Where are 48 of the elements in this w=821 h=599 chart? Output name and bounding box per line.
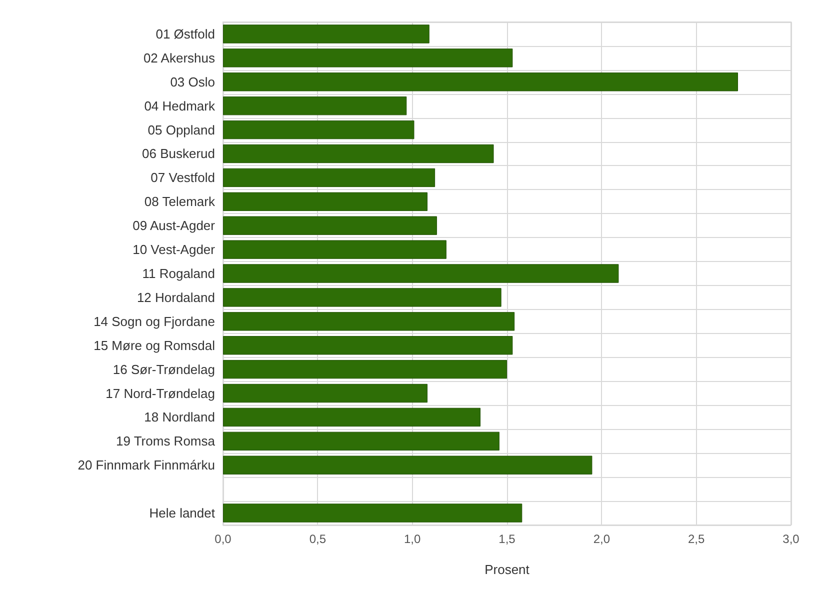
bar <box>223 360 507 379</box>
y-tick-label: 06 Buskerud <box>142 146 215 162</box>
y-tick-label: 18 Nordland <box>144 410 215 425</box>
x-tick-label: 0,5 <box>309 532 326 546</box>
bar <box>223 408 480 427</box>
y-tick-label: 12 Hordaland <box>136 290 215 305</box>
y-tick-label: 07 Vestfold <box>150 170 215 186</box>
y-tick-label: 01 Østfold <box>156 26 215 42</box>
y-tick-label: 09 Aust-Agder <box>132 218 216 234</box>
y-tick-label: 08 Telemark <box>144 194 216 210</box>
bar <box>223 312 515 331</box>
bar <box>223 288 502 307</box>
bar <box>223 96 407 116</box>
y-tick-label: 02 Akershus <box>143 50 216 66</box>
y-tick-label: 05 Oppland <box>148 122 215 138</box>
bar <box>223 240 446 259</box>
x-tick-label: 1,0 <box>404 532 421 546</box>
bar <box>223 432 500 451</box>
y-tick-label: 10 Vest-Agder <box>132 242 216 258</box>
bar <box>223 216 437 235</box>
bar <box>223 384 428 403</box>
y-tick-label: 15 Møre og Romsdal <box>94 338 216 353</box>
y-tick-label: 04 Hedmark <box>144 98 216 114</box>
bar <box>223 264 619 283</box>
y-tick-label: 16 Sør-Trøndelag <box>112 362 215 377</box>
y-tick-label: 03 Oslo <box>170 74 215 90</box>
x-tick-label: 0,0 <box>214 532 232 546</box>
bar <box>223 192 428 211</box>
bar <box>223 24 430 44</box>
x-tick-label: 3,0 <box>782 532 800 546</box>
x-tick-label: 2,0 <box>593 532 610 546</box>
bar <box>223 336 513 355</box>
bar <box>223 168 436 188</box>
y-tick-label: 19 Troms Romsa <box>116 434 216 449</box>
x-tick-label: 2,5 <box>688 532 705 546</box>
bar <box>223 120 414 140</box>
y-tick-label: 20 Finnmark Finnmárku <box>78 458 215 473</box>
bar <box>223 504 522 522</box>
bar <box>223 48 513 68</box>
x-tick-label: 1,5 <box>498 532 516 546</box>
bar <box>223 144 494 164</box>
bar <box>223 72 738 92</box>
y-tick-label: 11 Rogaland <box>142 266 215 281</box>
y-tick-label: 17 Nord-Trøndelag <box>106 386 215 401</box>
y-tick-label: Hele landet <box>149 506 216 521</box>
bar <box>223 456 592 474</box>
y-tick-label: 14 Sogn og Fjordane <box>94 314 215 329</box>
x-axis-title: Prosent <box>484 562 530 577</box>
